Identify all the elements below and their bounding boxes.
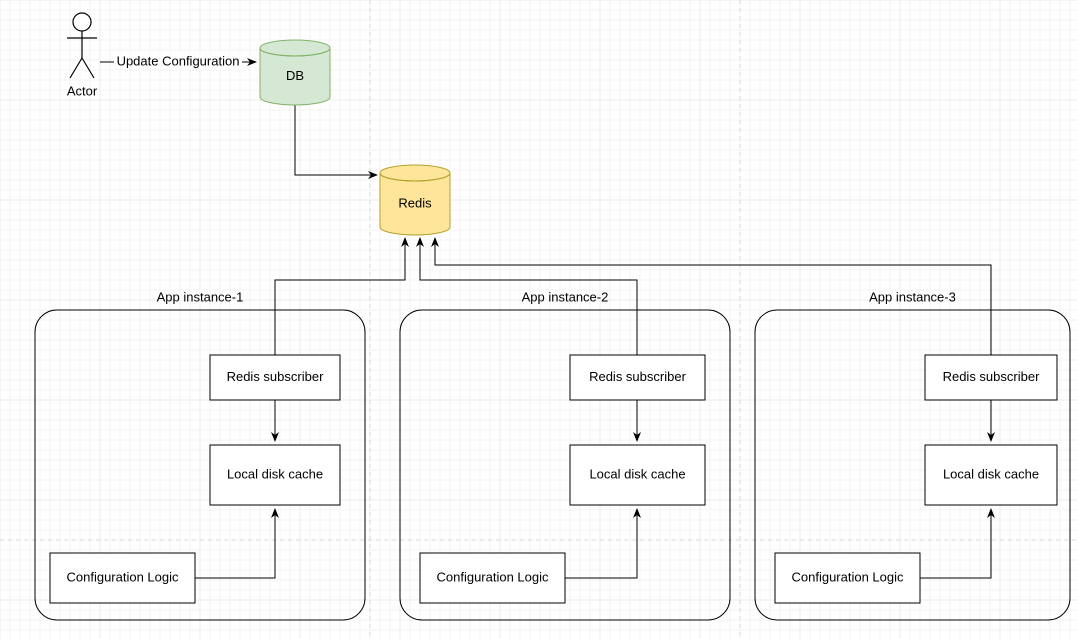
redis_sub_1-label: Redis subscriber	[227, 369, 324, 384]
redis_sub_2-label: Redis subscriber	[589, 369, 686, 384]
edge-cfg2-cache2	[565, 509, 637, 578]
config_2-label: Configuration Logic	[436, 569, 549, 584]
edge-cfg1-cache1	[195, 509, 275, 578]
disk_cache_2-label: Local disk cache	[589, 466, 685, 481]
nodes: Actor DB Redis Redis subscriber Local disk c…	[50, 13, 1057, 603]
config_3-label: Configuration Logic	[791, 569, 904, 584]
config_1-label: Configuration Logic	[66, 569, 179, 584]
app3-label: App instance-3	[869, 289, 956, 304]
actor-label: Actor	[67, 83, 98, 98]
actor-head	[73, 13, 91, 31]
app1-label: App instance-1	[157, 289, 244, 304]
app2-label: App instance-2	[522, 289, 609, 304]
disk_cache_1-label: Local disk cache	[227, 466, 323, 481]
db-label: DB	[286, 68, 304, 83]
diagram-canvas: Update Configuration App instance-1 App i…	[0, 0, 1077, 639]
redis_sub_3-label: Redis subscriber	[943, 369, 1040, 384]
disk_cache_3-label: Local disk cache	[943, 466, 1039, 481]
grid	[0, 0, 1077, 639]
redis-label: Redis	[398, 195, 432, 210]
edge-label-actor-db: Update Configuration	[117, 53, 240, 68]
